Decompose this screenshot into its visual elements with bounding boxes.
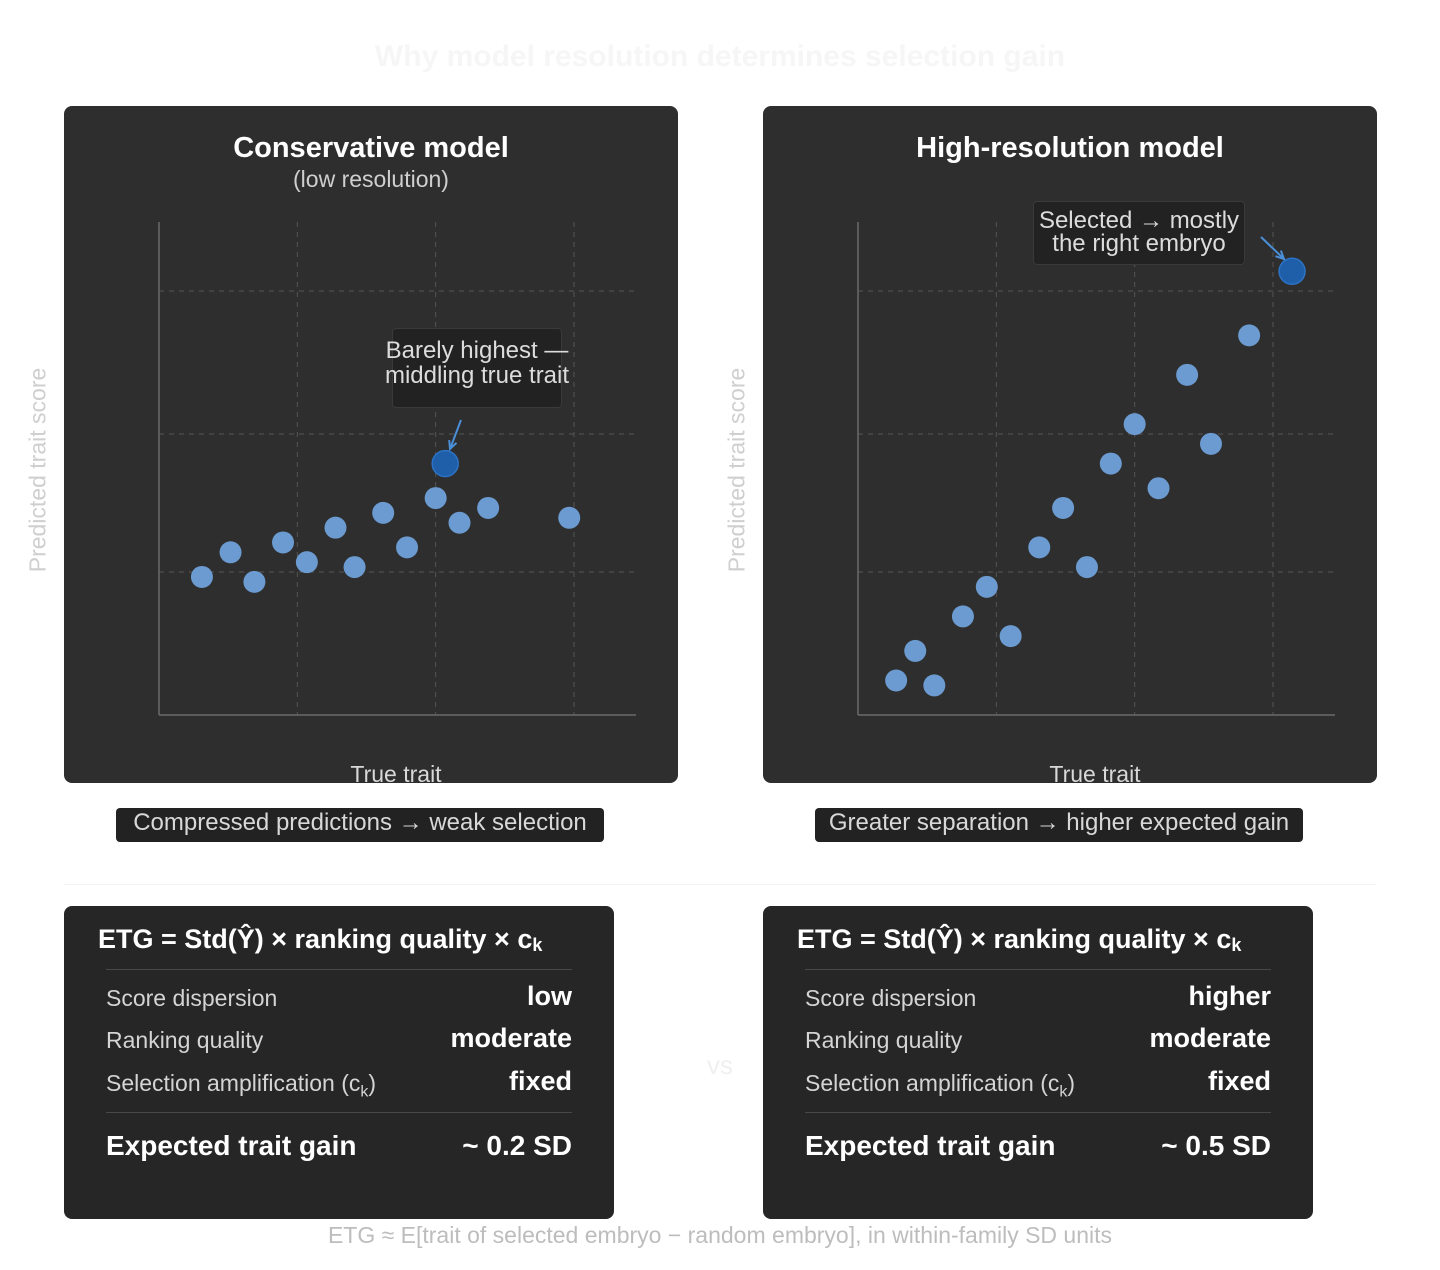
embryo-point xyxy=(951,605,974,628)
expected-gain-value: ~ 0.5 SD xyxy=(1161,1130,1271,1161)
caption-bar xyxy=(116,808,604,842)
embryo-point xyxy=(243,570,266,593)
embryo-point xyxy=(975,575,998,598)
embryo-point xyxy=(324,516,347,539)
arrowhead xyxy=(448,439,458,452)
selection-amplification-label: Selection amplification (ck) xyxy=(805,1070,1076,1101)
annotation-line: the right embryo xyxy=(1052,230,1226,257)
etg-formula: ETG = Std(Ŷ) × ranking quality × ck xyxy=(797,924,1242,955)
panel-title: High-resolution model xyxy=(916,132,1224,164)
embryo-point xyxy=(396,536,419,559)
embryo-point xyxy=(272,531,295,554)
etg-definition-footnote: ETG ≈ E[trait of selected embryo − rando… xyxy=(327,1222,1113,1248)
ranking-quality-value: moderate xyxy=(450,1023,572,1053)
divider xyxy=(805,1112,1271,1113)
page-title: Why model resolution determines selectio… xyxy=(374,40,1066,73)
selection-amplification-value: fixed xyxy=(1207,1066,1271,1096)
conservative-scatter-plot xyxy=(158,222,636,716)
selected-embryo-point xyxy=(431,449,459,478)
vs-label: vs xyxy=(707,1050,733,1080)
embryo-point xyxy=(999,625,1022,648)
embryo-point xyxy=(1176,363,1199,386)
selection-annotation: Selected → mostly the right embryo xyxy=(1033,201,1245,265)
embryo-point xyxy=(1123,413,1146,436)
embryo-point xyxy=(885,669,908,692)
ranking-quality-value: moderate xyxy=(1149,1023,1271,1053)
divider xyxy=(106,969,572,970)
conservative-model-panel: Conservative model (low resolution) Bare… xyxy=(64,106,678,787)
selected-embryo-point xyxy=(1278,257,1306,286)
embryo-point xyxy=(1028,536,1051,559)
selection-amplification-value: fixed xyxy=(508,1066,572,1096)
panel-caption: Greater separation → higher expected gai… xyxy=(828,809,1290,836)
x-axis-label: True trait xyxy=(1049,761,1141,787)
high-resolution-scatter-plot xyxy=(857,222,1335,716)
score-dispersion-label: Score dispersion xyxy=(805,985,977,1011)
panel-title: Conservative model xyxy=(233,132,509,164)
panel-caption: Compressed predictions → weak selection xyxy=(133,809,587,836)
embryo-point xyxy=(1147,477,1170,500)
embryo-point xyxy=(1199,432,1222,455)
score-dispersion-label: Score dispersion xyxy=(106,985,278,1011)
panel-subtitle: (low resolution) xyxy=(293,166,449,192)
embryo-point xyxy=(477,496,500,519)
embryo-point xyxy=(1075,556,1098,579)
embryo-point xyxy=(904,639,927,662)
high-resolution-model-panel: High-resolution model Selected → mostly … xyxy=(763,106,1377,787)
annotation-arrow xyxy=(449,419,462,450)
expected-gain-value: ~ 0.2 SD xyxy=(462,1130,572,1161)
expected-gain-label: Expected trait gain xyxy=(106,1130,357,1161)
annotation-line: Selected → mostly xyxy=(1038,207,1240,234)
embryo-point xyxy=(558,506,581,529)
divider xyxy=(106,1112,572,1113)
embryo-point xyxy=(295,551,318,574)
x-axis-label: True trait xyxy=(350,761,442,787)
selection-amplification-label: Selection amplification (ck) xyxy=(106,1070,377,1101)
ranking-quality-label: Ranking quality xyxy=(805,1027,963,1053)
embryo-point xyxy=(343,556,366,579)
section-divider xyxy=(64,884,1376,885)
expected-gain-label: Expected trait gain xyxy=(805,1130,1056,1161)
score-dispersion-value: low xyxy=(527,981,572,1011)
etg-formula: ETG = Std(Ŷ) × ranking quality × ck xyxy=(98,924,543,955)
y-axis-label: Predicted trait score xyxy=(723,367,750,573)
score-dispersion-value: higher xyxy=(1188,981,1271,1011)
annotation-line: middling true trait xyxy=(384,362,570,389)
embryo-point xyxy=(424,487,447,510)
embryo-point xyxy=(923,674,946,697)
annotation-arrow xyxy=(1260,236,1285,260)
embryo-point xyxy=(190,565,213,588)
y-axis-label: Predicted trait score xyxy=(24,367,51,573)
arrowhead xyxy=(1275,250,1286,261)
embryo-point xyxy=(372,501,395,524)
embryo-point xyxy=(1052,496,1075,519)
divider xyxy=(805,969,1271,970)
etg-summary-card: ETG = Std(Ŷ) × ranking quality × ck Scor… xyxy=(763,906,1313,1219)
embryo-point xyxy=(1238,324,1261,347)
ranking-quality-label: Ranking quality xyxy=(106,1027,264,1053)
etg-summary-card: ETG = Std(Ŷ) × ranking quality × ck Scor… xyxy=(64,906,614,1219)
caption-bar xyxy=(815,808,1303,842)
embryo-point xyxy=(448,511,471,534)
annotation-line: Barely highest — xyxy=(385,337,569,364)
embryo-point xyxy=(219,541,242,564)
embryo-point xyxy=(1099,452,1122,475)
selection-annotation: Barely highest — middling true trait xyxy=(385,328,569,408)
